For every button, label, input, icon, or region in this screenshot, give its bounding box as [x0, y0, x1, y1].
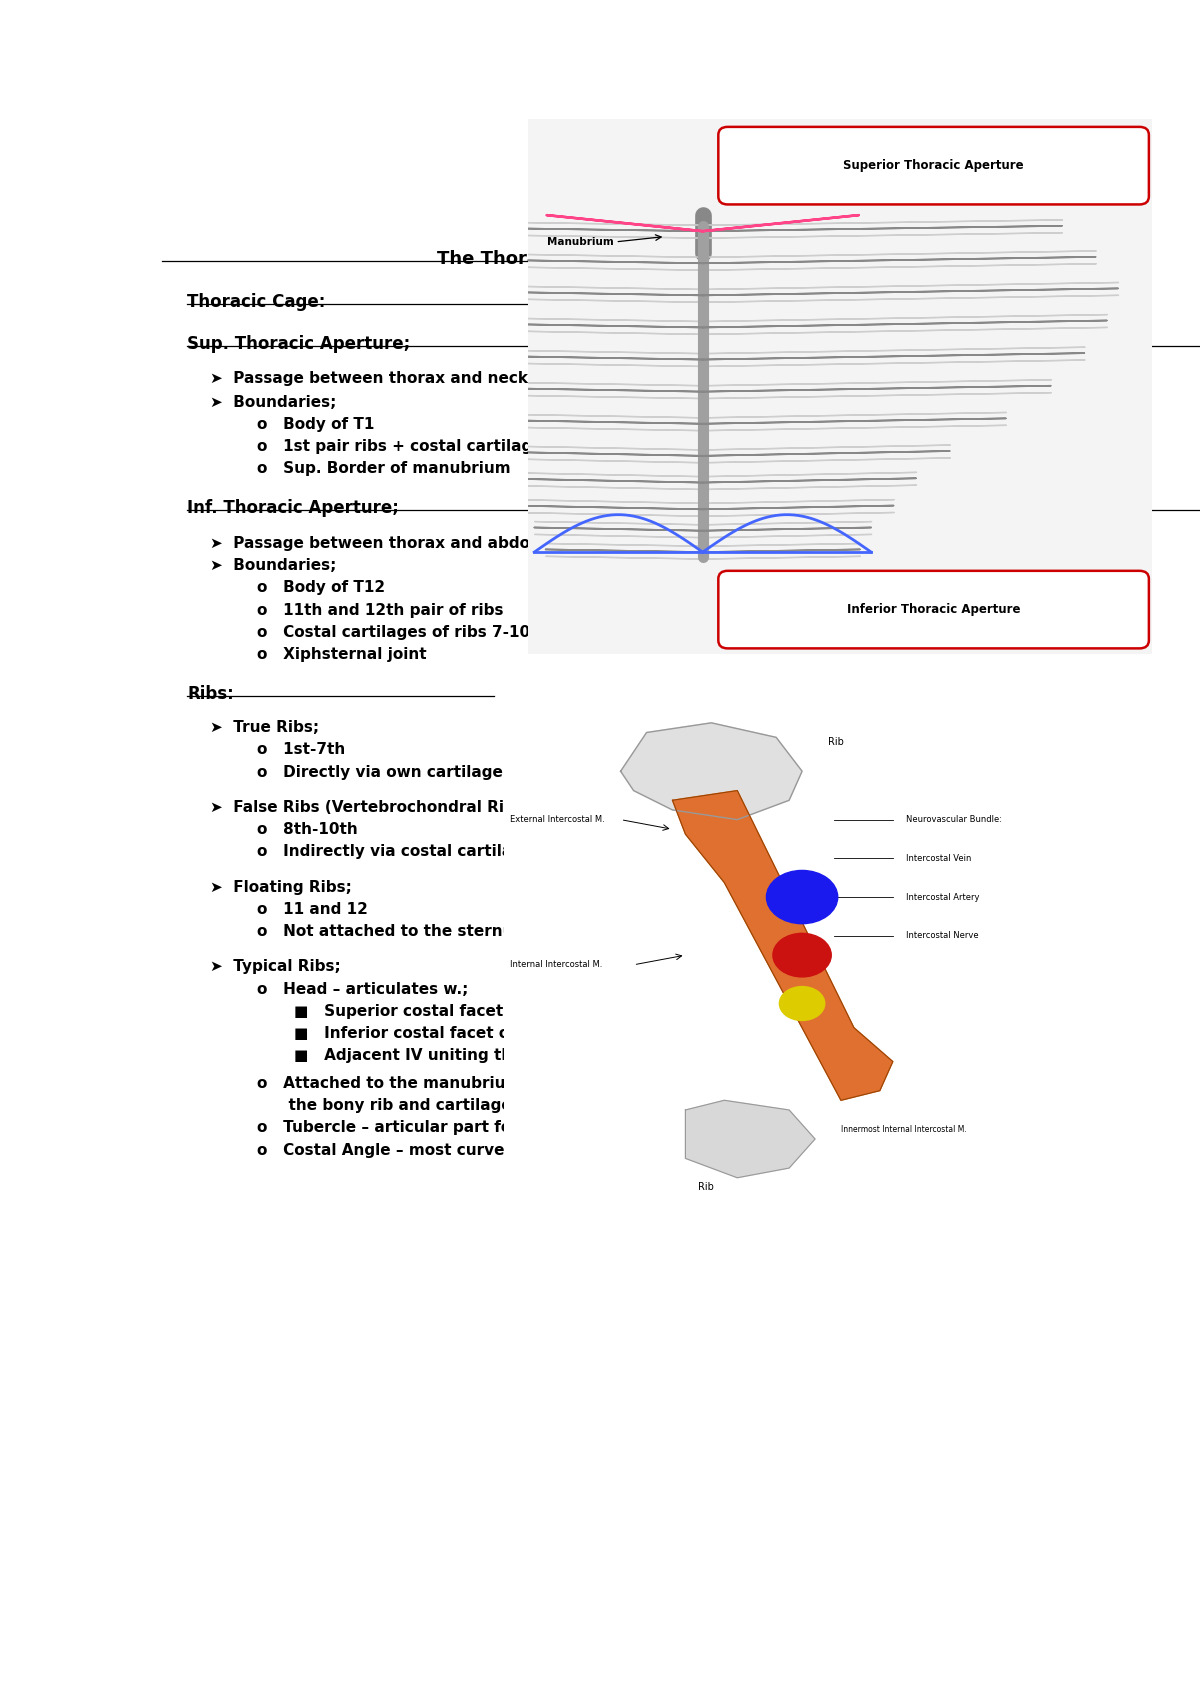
Text: o   8th-10th: o 8th-10th: [257, 822, 358, 837]
Text: Intercostal Artery: Intercostal Artery: [906, 893, 979, 902]
Text: ➤  False Ribs (Vertebrochondral Ribs);: ➤ False Ribs (Vertebrochondral Ribs);: [210, 800, 538, 815]
Text: ➤  Floating Ribs;: ➤ Floating Ribs;: [210, 880, 353, 895]
Text: Superior Thoracic Aperture: Superior Thoracic Aperture: [844, 160, 1024, 173]
Text: o   Xiphsternal joint: o Xiphsternal joint: [257, 647, 426, 662]
Text: o   1st-7th: o 1st-7th: [257, 742, 346, 757]
Circle shape: [780, 987, 824, 1020]
FancyBboxPatch shape: [528, 119, 1152, 654]
Text: Manubrium: Manubrium: [547, 238, 613, 246]
Text: the bony rib and cartilage: the bony rib and cartilage: [257, 1099, 511, 1114]
Text: Innermost Internal Intercostal M.: Innermost Internal Intercostal M.: [841, 1124, 967, 1134]
Text: Thoracic Cage:: Thoracic Cage:: [187, 292, 325, 311]
Text: o   Not attached to the sternum: o Not attached to the sternum: [257, 924, 529, 939]
Text: o   Directly via own cartilage: o Directly via own cartilage: [257, 764, 503, 779]
Text: o   Costal Angle – most curved part: o Costal Angle – most curved part: [257, 1143, 557, 1158]
Text: o   1st pair ribs + costal cartilages: o 1st pair ribs + costal cartilages: [257, 440, 552, 453]
Text: ■   Inferior costal facet of vertebrae superior to it: ■ Inferior costal facet of vertebrae sup…: [294, 1026, 724, 1041]
FancyBboxPatch shape: [719, 127, 1148, 204]
Text: o   Indirectly via costal cartilage of 7th rib: o Indirectly via costal cartilage of 7th…: [257, 844, 618, 859]
Text: Intercostal Nerve: Intercostal Nerve: [906, 931, 978, 941]
Polygon shape: [685, 1100, 815, 1178]
Text: o   Tubercle – articular part for transverse process (own vertebrae): o Tubercle – articular part for transver…: [257, 1121, 832, 1136]
Text: o   Head – articulates w.;: o Head – articulates w.;: [257, 981, 468, 997]
Text: ➤  Typical Ribs;: ➤ Typical Ribs;: [210, 959, 341, 975]
Text: ➤  Passage between thorax and abdomen: ➤ Passage between thorax and abdomen: [210, 537, 568, 550]
Text: o   Attached to the manubrium by the costo-chondral junction – articulation of: o Attached to the manubrium by the costo…: [257, 1077, 929, 1090]
Text: o   11 and 12: o 11 and 12: [257, 902, 368, 917]
Text: Inferior Thoracic Aperture: Inferior Thoracic Aperture: [847, 603, 1020, 616]
Text: The Thorax: The Thorax: [437, 250, 551, 268]
Circle shape: [767, 871, 838, 924]
FancyBboxPatch shape: [719, 571, 1148, 649]
Text: Internal Intercostal M.: Internal Intercostal M.: [510, 961, 602, 970]
Text: Ribs:: Ribs:: [187, 684, 234, 703]
Text: o   Sup. Border of manubrium: o Sup. Border of manubrium: [257, 462, 510, 477]
Polygon shape: [672, 791, 893, 1100]
Text: o   11th and 12th pair of ribs: o 11th and 12th pair of ribs: [257, 603, 504, 618]
Text: o   Body of T12: o Body of T12: [257, 581, 385, 596]
Text: ➤  Passage between thorax and neck/UL: ➤ Passage between thorax and neck/UL: [210, 372, 556, 385]
Text: ➤  Boundaries;: ➤ Boundaries;: [210, 394, 337, 409]
Text: Rib: Rib: [828, 737, 844, 747]
Text: o   Costal cartilages of ribs 7-10 (costal margin): o Costal cartilages of ribs 7-10 (costal…: [257, 625, 666, 640]
Text: Rib: Rib: [698, 1182, 714, 1192]
Polygon shape: [620, 723, 802, 820]
Text: ➤  True Ribs;: ➤ True Ribs;: [210, 720, 319, 735]
Text: Inf. Thoracic Aperture;: Inf. Thoracic Aperture;: [187, 499, 400, 518]
Text: Sup. Thoracic Aperture;: Sup. Thoracic Aperture;: [187, 335, 410, 353]
Text: Intercostal Vein: Intercostal Vein: [906, 854, 971, 863]
Text: o   Body of T1: o Body of T1: [257, 418, 374, 431]
Text: ➤  Boundaries;: ➤ Boundaries;: [210, 559, 337, 574]
Text: ■   Superior costal facet of vertebra of same number: ■ Superior costal facet of vertebra of s…: [294, 1004, 750, 1019]
Text: Neurovascular Bundle:: Neurovascular Bundle:: [906, 815, 1002, 824]
Text: ■   Adjacent IV uniting the 2: ■ Adjacent IV uniting the 2: [294, 1048, 539, 1063]
FancyBboxPatch shape: [504, 713, 1152, 1197]
Text: External Intercostal M.: External Intercostal M.: [510, 815, 605, 824]
Circle shape: [773, 934, 832, 976]
